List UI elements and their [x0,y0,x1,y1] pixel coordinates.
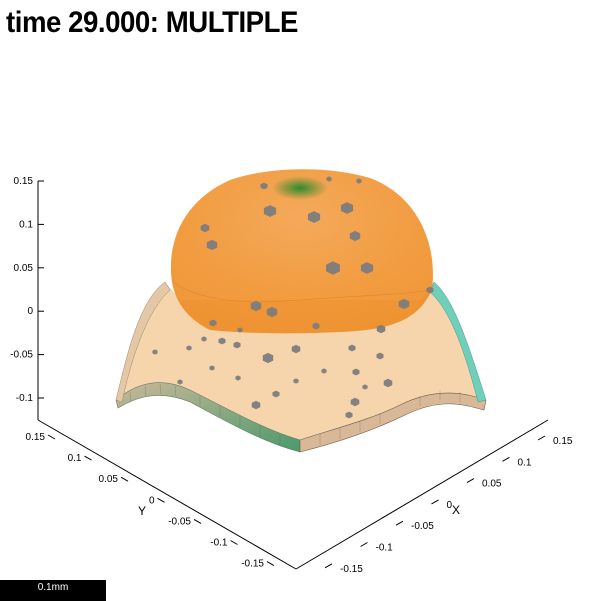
x-tick-mark [360,542,368,547]
x-tick-label: 0.05 [482,479,502,490]
nucleus [233,341,241,349]
x-tick-mark [324,563,333,569]
nucleus [201,336,207,342]
apex-highlight [272,176,328,200]
y-tick-label: 0.15 [26,432,46,443]
y-tick-label: 0 [149,495,155,506]
nucleus [383,378,393,388]
nucleus [350,397,360,407]
x-tick-mark [466,478,475,484]
z-tick-label: 0.05 [14,263,34,274]
nucleus [312,322,320,330]
nucleus [362,384,368,390]
nucleus [326,261,340,275]
x-tick-mark [395,520,404,526]
nucleus [345,411,353,419]
nucleus [218,337,226,345]
nucleus [321,368,327,374]
nucleus [349,230,361,242]
z-axis-ticks: 0.15 0.1 0.05 0 -0.05 -0.1 [10,176,44,404]
z-tick-label: 0.15 [14,176,34,187]
scale-bar: 0.1mm [0,580,106,601]
y-tick-label: 0.05 [99,474,119,485]
nucleus [266,306,278,318]
z-tick-label: -0.1 [16,393,34,404]
nucleus [272,390,280,398]
nucleus [352,368,360,376]
y-tick-label: 0.1 [68,453,82,464]
nucleus [235,375,241,381]
nucleus [376,352,384,360]
nucleus [263,205,277,217]
x-tick-label: 0.1 [518,457,532,468]
z-tick-label: 0.1 [19,219,33,230]
nucleus [398,298,410,310]
nucleus [291,344,301,354]
y-axis-label: Y [138,504,146,518]
nucleus [206,239,218,251]
y-tick-mark [47,434,56,440]
y-tick-mark [193,518,202,524]
y-tick-label: -0.15 [241,559,264,570]
nucleus [250,300,262,312]
nucleus [177,379,183,385]
x-tick-mark [431,499,439,505]
x-tick-mark [502,456,510,462]
nucleus [348,344,356,352]
x-axis-label: X [452,503,460,517]
z-tick-label: 0 [27,306,33,317]
nucleus [376,324,386,334]
y-tick-mark [120,476,129,482]
nucleus [209,319,217,327]
x-axis-ticks: 0.15 0.1 0.05 0 -0.05 -0.1 -0.15 [324,435,573,575]
nucleus [262,352,274,364]
y-tick-mark [230,540,238,545]
nucleus [326,176,332,182]
x-tick-label: 0.15 [553,436,573,447]
nucleus [200,223,210,233]
axis-frame [37,181,549,570]
y-axis-line [37,419,297,570]
x-tick-label: -0.05 [411,521,434,532]
y-tick-mark [266,561,275,567]
x-tick-label: -0.15 [340,564,363,575]
nucleus [426,286,434,294]
nucleus [293,378,299,384]
y-tick-mark [157,497,165,503]
cell-nuclei [152,176,434,419]
y-tick-mark [84,455,92,461]
y-tick-label: -0.05 [168,516,191,527]
dome-surface [170,169,433,334]
nucleus [237,327,243,333]
nucleus [209,365,215,371]
x-tick-mark [537,435,546,441]
z-tick-label: -0.05 [10,350,33,361]
nucleus [307,211,321,223]
y-tick-label: -0.1 [210,538,228,549]
y-axis-ticks: 0.15 0.1 0.05 0 -0.05 -0.1 -0.15 [26,432,275,570]
nucleus [360,262,374,274]
plot-title: time 29.000: MULTIPLE [6,6,298,39]
nucleus [186,345,192,351]
nucleus [152,349,158,355]
nucleus [356,178,362,184]
nucleus [340,202,354,214]
x-tick-label: -0.1 [376,543,394,554]
x-tick-label: 0 [447,500,453,511]
x-axis-line [295,419,549,570]
nucleus [251,400,261,410]
nucleus [260,182,268,190]
